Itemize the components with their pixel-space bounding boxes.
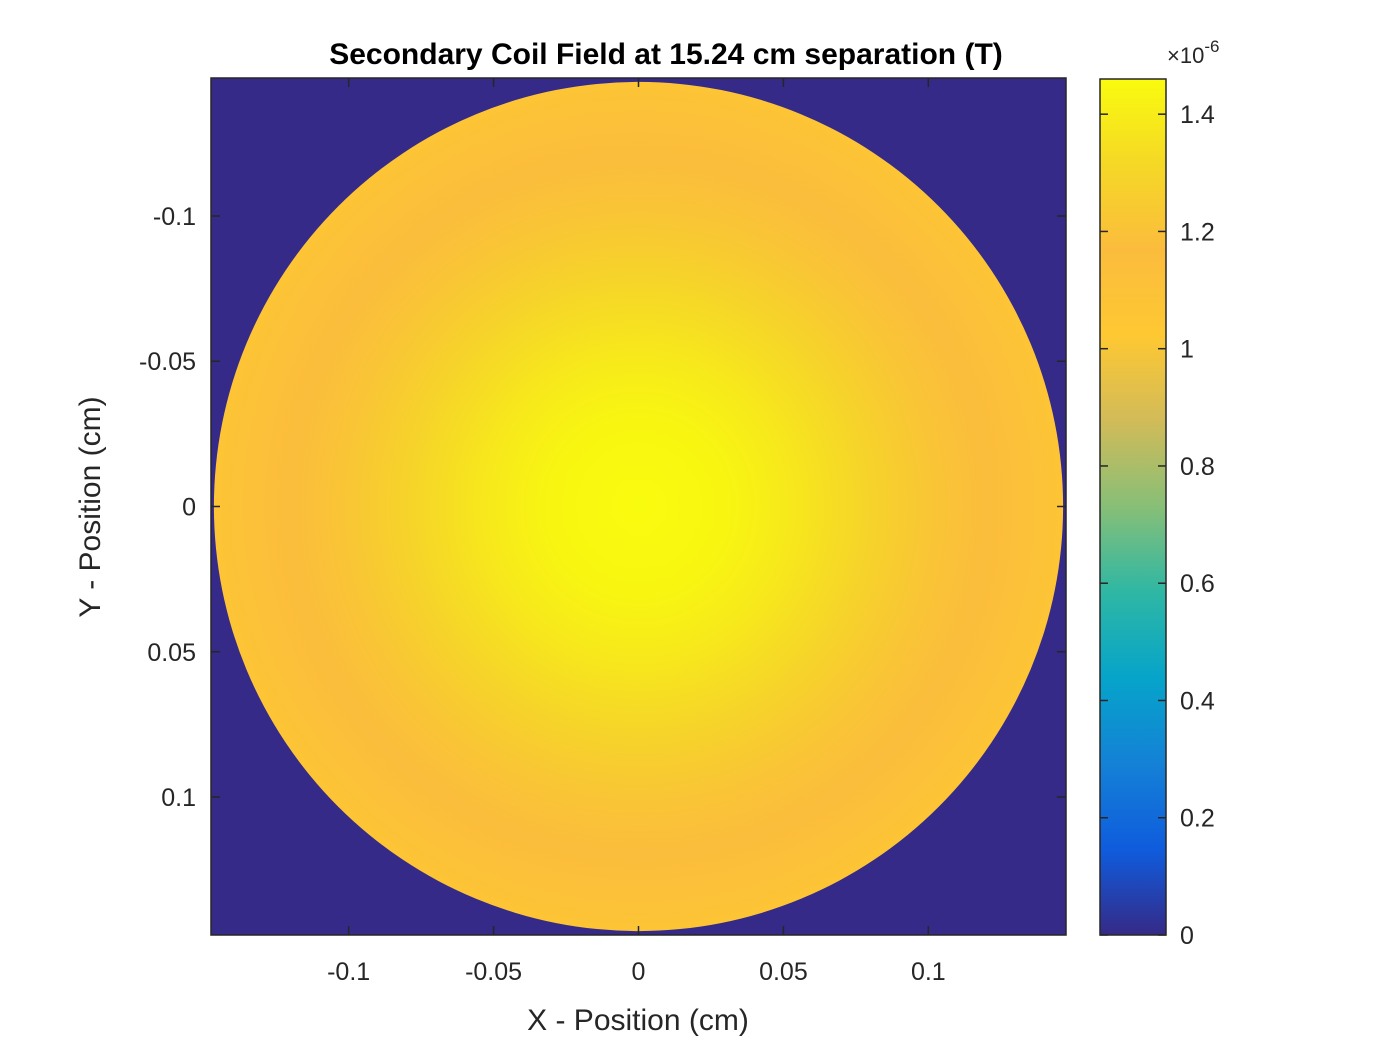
x-axis-ticks: -0.1 -0.05 0 0.05 0.1: [327, 78, 946, 986]
chart-title: Secondary Coil Field at 15.24 cm separat…: [329, 38, 1003, 71]
y-tick-label: -0.1: [153, 203, 196, 231]
colorbar-tick-label: 0.4: [1180, 687, 1215, 715]
colorbar-tick-label: 0.6: [1180, 570, 1215, 598]
x-tick-label: 0.1: [911, 958, 946, 986]
y-tick-label: -0.05: [139, 348, 196, 376]
colorbar-tick-label: 1: [1180, 336, 1194, 364]
colorbar-ticks: 0 0.2 0.4 0.6 0.8 1 1.2 1.4: [1100, 101, 1215, 950]
x-tick-label: 0: [632, 958, 646, 986]
colorbar-tick-label: 1.4: [1180, 101, 1215, 129]
x-tick-label: 0.05: [759, 958, 808, 986]
y-axis-label: Y - Position (cm): [74, 396, 107, 617]
colorbar-exponent-power: -6: [1204, 37, 1219, 56]
colorbar-tick-label: 0.8: [1180, 453, 1215, 481]
x-axis-label: X - Position (cm): [527, 1004, 749, 1037]
x-tick-label: -0.05: [465, 958, 522, 986]
colorbar-exponent: ×10-6: [1167, 37, 1219, 68]
colorbar-gradient: [1100, 79, 1166, 935]
colorbar-exponent-base: ×10: [1167, 43, 1204, 68]
colorbar-tick-label: 0: [1180, 922, 1194, 950]
x-tick-label: -0.1: [327, 958, 370, 986]
y-axis-ticks: -0.1 -0.05 0 0.05 0.1: [139, 203, 1066, 812]
colorbar-frame: [1099, 78, 1167, 936]
y-tick-label: 0.05: [147, 639, 196, 667]
colorbar: 0 0.2 0.4 0.6 0.8 1 1.2 1.4 ×10-6: [1099, 37, 1219, 950]
y-tick-label: 0: [182, 494, 196, 522]
colorbar-tick-label: 0.2: [1180, 805, 1215, 833]
y-tick-label: 0.1: [161, 784, 196, 812]
field-disc: [213, 81, 1064, 932]
colorbar-tick-label: 1.2: [1180, 218, 1215, 246]
heatmap-plot-area: [211, 78, 1066, 935]
